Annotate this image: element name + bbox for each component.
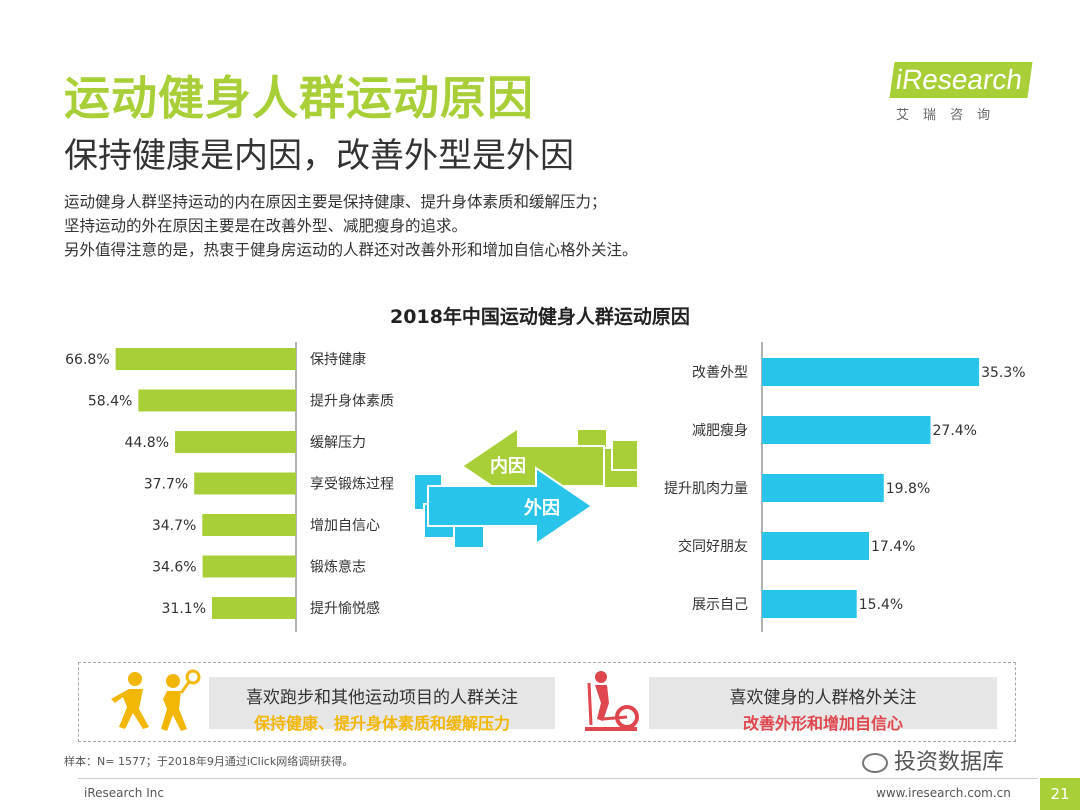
logo-sub-text: 艾瑞咨询 (896, 108, 1005, 123)
description-line: 坚持运动的外在原因主要是在改善外型、减肥瘦身的追求。 (64, 217, 468, 235)
inner-arrow-label: 内因 (490, 455, 526, 477)
page-subtitle: 保持健康是内因，改善外型是外因 (64, 136, 574, 176)
outer-arrow (427, 466, 594, 546)
deco-square (611, 439, 639, 471)
arrows-graphic: 内因 外因 (413, 426, 639, 549)
gym-card-title: 喜欢健身的人群格外关注 (729, 688, 917, 708)
value-label: 17.4% (871, 539, 915, 555)
value-label: 34.7% (152, 518, 196, 534)
bar (762, 474, 884, 502)
footer-company: iResearch Inc (84, 786, 164, 800)
bar (138, 389, 296, 412)
bar (212, 597, 296, 619)
category-label: 减肥瘦身 (692, 422, 748, 439)
value-label: 34.6% (152, 560, 196, 576)
description: 运动健身人群坚持运动的内在原因主要是保持健康、提升身体素质和缓解压力； 坚持运动… (64, 190, 638, 262)
bar (202, 555, 296, 578)
category-label: 增加自信心 (310, 518, 380, 534)
bar (194, 472, 296, 495)
category-label: 享受锻炼过程 (310, 476, 394, 493)
value-label: 19.8% (886, 481, 930, 497)
page-number: 21 (1040, 778, 1080, 810)
footer-divider (78, 778, 1038, 779)
category-label: 提升身体素质 (310, 394, 394, 410)
category-label: 展示自己 (692, 597, 748, 613)
iresearch-logo: iResearch 艾瑞咨询 (889, 60, 1033, 130)
category-label: 提升愉悦感 (310, 600, 380, 617)
reasons-chart: 66.8% 保持健康 58.4% 提升身体素质 44.8% 缓解压力 37.7% 享受锻炼过程… (65, 342, 1026, 632)
inner-reasons-chart: 66.8% 保持健康 58.4% 提升身体素质 44.8% 缓解压力 37.7% 享受锻炼过程… (65, 342, 394, 632)
gym-card-highlight: 改善外形和增加自信心 (742, 714, 903, 733)
gym-card: 喜欢健身的人群格外关注 改善外形和增加自信心 (649, 677, 997, 733)
description-line: 运动健身人群坚持运动的内在原因主要是保持健康、提升身体素质和缓解压力； (64, 193, 607, 211)
runners-card: 喜欢跑步和其他运动项目的人群关注 保持健康、提升身体素质和缓解压力 (209, 677, 555, 733)
description-line: 另外值得注意的是，热衷于健身房运动的人群还对改善外形和增加自信心格外关注。 (64, 241, 638, 259)
bar (115, 348, 296, 370)
category-label: 保持健康 (310, 351, 366, 368)
category-label: 缓解压力 (310, 435, 366, 451)
sample-footnote: 样本：N= 1577；于2018年9月通过iClick网络调研获得。 (64, 755, 354, 768)
category-label: 提升肌肉力量 (664, 481, 748, 497)
value-label: 37.7% (144, 477, 188, 493)
insight-box: 喜欢跑步和其他运动项目的人群关注 保持健康、提升身体素质和缓解压力 喜欢健身的人… (78, 662, 1016, 742)
elliptical-machine-icon (585, 671, 639, 731)
runners-card-highlight: 保持健康、提升身体素质和缓解压力 (253, 714, 510, 733)
chart-title: 2018年中国运动健身人群运动原因 (390, 306, 690, 328)
value-label: 58.4% (88, 394, 132, 410)
watermark-text: 投资数据库 (894, 750, 1005, 775)
category-label: 改善外型 (692, 365, 748, 381)
bar (202, 514, 296, 536)
value-label: 15.4% (859, 597, 903, 613)
running-people-icon (111, 669, 201, 731)
category-label: 锻炼意志 (310, 559, 366, 576)
outer-reasons-chart: 35.3% 改善外型 27.4% 减肥瘦身 19.8% 提升肌肉力量 17.4% 交同好朋友 1… (664, 342, 1026, 632)
value-label: 66.8% (65, 352, 109, 368)
outer-arrow-label: 外因 (524, 497, 560, 519)
bar (175, 431, 296, 453)
value-label: 35.3% (981, 365, 1025, 381)
value-label: 44.8% (125, 435, 169, 451)
page-title: 运动健身人群运动原因 (64, 71, 534, 125)
bar (762, 416, 931, 444)
value-label: 27.4% (933, 423, 977, 439)
category-label: 交同好朋友 (678, 538, 748, 555)
bar (762, 590, 857, 618)
logo-main-text: iResearch (889, 62, 1033, 98)
watermark: 投资数据库 (862, 744, 1004, 776)
bar (762, 532, 870, 560)
footer-website: www.iresearch.com.cn (876, 786, 1011, 800)
wechat-icon (862, 753, 888, 773)
value-label: 31.1% (162, 601, 206, 617)
bar (762, 358, 980, 386)
runners-card-title: 喜欢跑步和其他运动项目的人群关注 (246, 688, 518, 708)
